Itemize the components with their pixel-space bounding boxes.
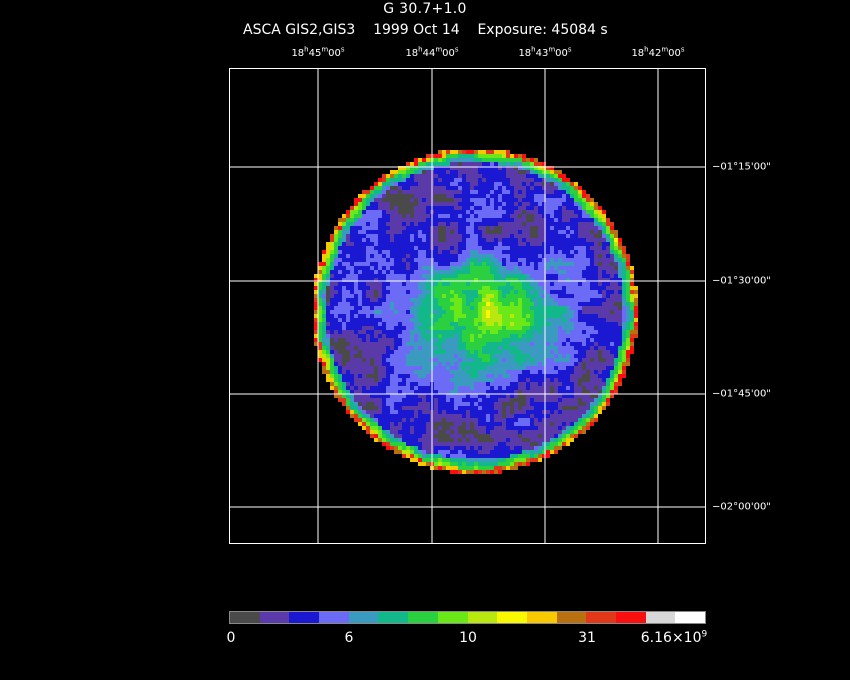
colorbar xyxy=(229,611,706,624)
colorbar-segment xyxy=(675,612,705,623)
colorbar-segment xyxy=(497,612,527,623)
colorbar-segment xyxy=(348,612,379,623)
colorbar-label: 6 xyxy=(344,630,354,646)
colorbar-segment xyxy=(467,612,498,623)
colorbar-segment xyxy=(230,612,260,623)
ra-tick-label: 18h44m00s xyxy=(405,45,459,59)
colorbar-segment xyxy=(408,612,438,623)
colorbar-label: 0 xyxy=(226,630,236,646)
colorbar-segment xyxy=(526,612,557,623)
exposure-label: Exposure: 45084 s xyxy=(477,22,608,38)
xray-image-frame xyxy=(229,68,706,544)
colorbar-segment xyxy=(259,612,290,623)
instrument-label: ASCA GIS2,GIS3 xyxy=(243,22,356,38)
dec-tick-label: −01°15'00" xyxy=(712,161,771,173)
ra-tick-label: 18h42m00s xyxy=(631,45,685,59)
image-title: G 30.7+1.0 xyxy=(383,1,467,17)
colorbar-segment xyxy=(289,612,320,623)
colorbar-segment xyxy=(378,612,409,623)
dec-tick-label: −02°00'00" xyxy=(712,501,771,513)
colorbar-segment xyxy=(645,612,676,623)
xray-image xyxy=(230,69,705,543)
observation-info: ASCA GIS2,GIS3 1999 Oct 14 Exposure: 450… xyxy=(243,22,608,38)
colorbar-label: 31 xyxy=(578,630,596,646)
dec-tick-label: −01°45'00" xyxy=(712,388,771,400)
ra-tick-label: 18h43m00s xyxy=(518,45,572,59)
observation-date: 1999 Oct 14 xyxy=(373,22,460,38)
colorbar-segment xyxy=(437,612,468,623)
colorbar-segment xyxy=(319,612,349,623)
colorbar-segment xyxy=(586,612,616,623)
colorbar-max-label: 6.16×109 xyxy=(640,629,708,646)
colorbar-segment xyxy=(615,612,646,623)
colorbar-segment xyxy=(556,612,587,623)
colorbar-label: 10 xyxy=(459,630,477,646)
ra-tick-label: 18h45m00s xyxy=(291,45,345,59)
dec-tick-label: −01°30'00" xyxy=(712,275,771,287)
